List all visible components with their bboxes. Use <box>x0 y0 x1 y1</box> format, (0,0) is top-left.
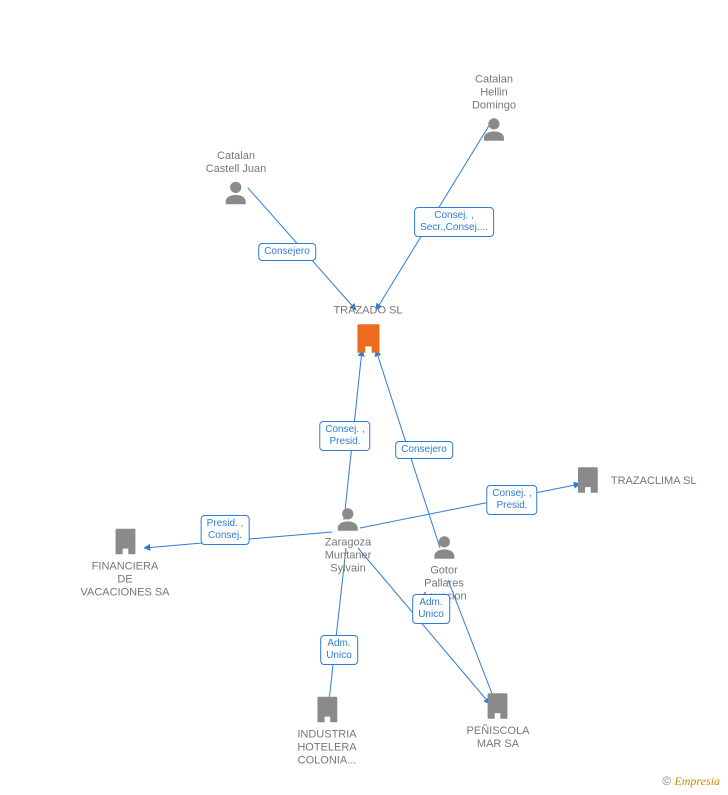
person-node-castell: Catalan Castell Juan <box>206 148 267 208</box>
building-icon <box>349 320 387 358</box>
edge-label: Adm. Unico <box>320 635 358 665</box>
building-icon <box>310 693 344 727</box>
node-label: TRAZACLIMA SL <box>611 475 697 488</box>
edge-label: Presid. , Consej. <box>201 515 250 545</box>
company-node-financiera: FINANCIERA DE VACACIONES SA <box>80 525 169 600</box>
edge-label: Consejero <box>258 243 316 261</box>
edge-line <box>360 484 580 528</box>
node-label: TRAZADO SL <box>333 305 402 318</box>
copyright-symbol: © <box>662 774 671 788</box>
company-node-peniscola: PEÑISCOLA MAR SA <box>467 689 530 751</box>
person-icon <box>429 533 459 563</box>
building-icon <box>571 463 605 497</box>
building-icon <box>481 689 515 723</box>
footer: © Empresia <box>662 774 720 789</box>
person-node-zaragoza: Zaragoza Muntaner Sylvain <box>325 505 371 576</box>
building-icon <box>108 525 142 559</box>
edge-line <box>144 532 332 548</box>
company-node-trazado: TRAZADO SL <box>333 303 402 358</box>
node-label: FINANCIERA DE VACACIONES SA <box>80 561 169 600</box>
edge-label: Consej. , Secr.,Consej.... <box>414 207 494 237</box>
person-node-gotor: Gotor Pallares Asuncion <box>421 533 466 604</box>
person-node-hellin: Catalan Hellin Domingo <box>472 72 516 145</box>
person-icon <box>333 505 363 535</box>
node-label: PEÑISCOLA MAR SA <box>467 725 530 751</box>
edges-layer <box>0 0 728 795</box>
brand-name: Empresia <box>674 774 720 788</box>
diagram-stage: TRAZADO SL Catalan Hellin Domingo Catalan … <box>0 0 728 795</box>
company-node-industria: INDUSTRIA HOTELERA COLONIA... <box>297 693 356 768</box>
node-label: Gotor Pallares Asuncion <box>421 565 466 604</box>
person-icon <box>221 178 251 208</box>
company-node-trazaclima: TRAZACLIMA SL <box>571 463 697 497</box>
node-label: INDUSTRIA HOTELERA COLONIA... <box>297 729 356 768</box>
edge-line <box>376 350 440 548</box>
edge-label: Consej. , Presid. <box>319 421 370 451</box>
edge-label: Consejero <box>395 441 453 459</box>
node-label: Catalan Hellin Domingo <box>472 74 516 113</box>
node-label: Catalan Castell Juan <box>206 150 267 176</box>
edge-line <box>376 124 490 310</box>
person-icon <box>479 115 509 145</box>
node-label: Zaragoza Muntaner Sylvain <box>325 537 371 576</box>
edge-label: Consej. , Presid. <box>486 485 537 515</box>
edge-line <box>344 350 362 520</box>
